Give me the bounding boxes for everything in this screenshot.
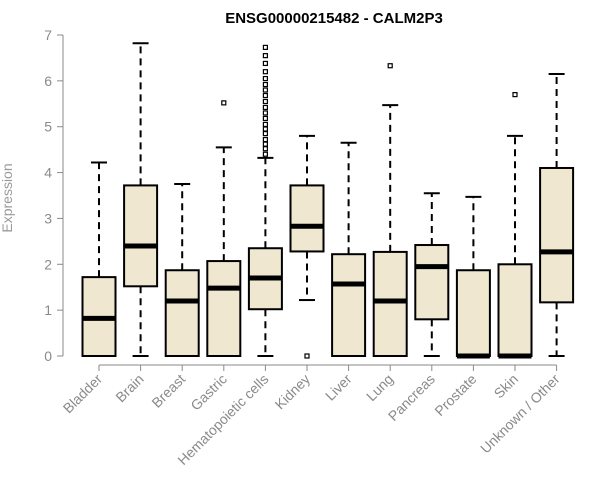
x-tick-label: Kidney — [272, 371, 314, 413]
y-tick-label: 5 — [44, 119, 52, 135]
outlier-point — [262, 115, 268, 122]
y-tick-label: 4 — [44, 165, 52, 181]
outlier-point — [262, 60, 268, 67]
x-tick-label: Brain — [112, 371, 146, 405]
iqr-box — [539, 166, 575, 304]
outlier-point — [387, 63, 393, 69]
iqr-box — [372, 250, 408, 357]
y-axis: 0 1 2 3 4 5 6 7 — [44, 27, 64, 364]
outlier-point — [221, 100, 227, 106]
outlier-point — [262, 98, 268, 105]
box-pancreas — [414, 192, 450, 357]
box-kidney — [289, 134, 325, 359]
iqr-box — [206, 260, 242, 357]
outlier-point — [262, 141, 268, 147]
boxes-group — [81, 42, 575, 359]
outlier-point — [262, 104, 268, 111]
outlier-point — [262, 151, 268, 157]
x-tick-label: Unknown / Other — [477, 371, 563, 457]
box-unknown-other — [539, 72, 575, 357]
y-tick-label: 7 — [44, 27, 52, 43]
box-prostate — [455, 195, 491, 359]
chart-title: ENSG00000215482 - CALM2P3 — [225, 10, 443, 27]
outlier-point — [262, 44, 268, 50]
box-breast — [164, 183, 200, 357]
box-skin — [497, 92, 533, 359]
x-tick-label: Bladder — [60, 371, 106, 417]
x-tick-label: Breast — [148, 371, 188, 411]
outlier-point — [262, 136, 268, 143]
iqr-box — [455, 269, 491, 357]
outlier-point — [262, 92, 268, 99]
y-tick-label: 0 — [44, 348, 52, 364]
iqr-box — [414, 244, 450, 321]
outlier-point — [512, 92, 518, 98]
x-tick-label: Liver — [322, 371, 355, 404]
outlier-point — [262, 53, 268, 59]
y-tick-label: 3 — [44, 210, 52, 226]
outlier-point — [262, 87, 268, 93]
iqr-box — [164, 269, 200, 357]
iqr-box — [123, 184, 159, 288]
box-brain — [123, 42, 159, 357]
box-lung — [372, 63, 408, 357]
outlier-point — [262, 130, 268, 137]
iqr-box — [331, 253, 367, 357]
y-tick-label: 2 — [44, 256, 52, 272]
outlier-point — [262, 126, 268, 132]
outlier-point — [262, 121, 268, 128]
iqr-box — [497, 263, 533, 357]
outlier-point — [262, 81, 268, 88]
outlier-point — [262, 110, 268, 116]
y-tick-label: 6 — [44, 73, 52, 89]
x-tick-label: Skin — [491, 371, 522, 402]
x-tick-label: Lung — [363, 371, 396, 404]
outlier-point — [304, 353, 310, 359]
y-tick-label: 1 — [44, 302, 52, 318]
iqr-box — [289, 184, 325, 253]
y-axis-label: Expression — [0, 163, 15, 232]
box-hematopoietic-cells — [247, 44, 283, 357]
x-tick-label: Prostate — [431, 371, 479, 419]
outlier-point — [262, 75, 268, 82]
outlier-point — [262, 69, 268, 75]
box-liver — [331, 141, 367, 357]
box-bladder — [81, 161, 117, 357]
box-gastric — [206, 100, 242, 357]
outlier-point — [262, 146, 268, 152]
